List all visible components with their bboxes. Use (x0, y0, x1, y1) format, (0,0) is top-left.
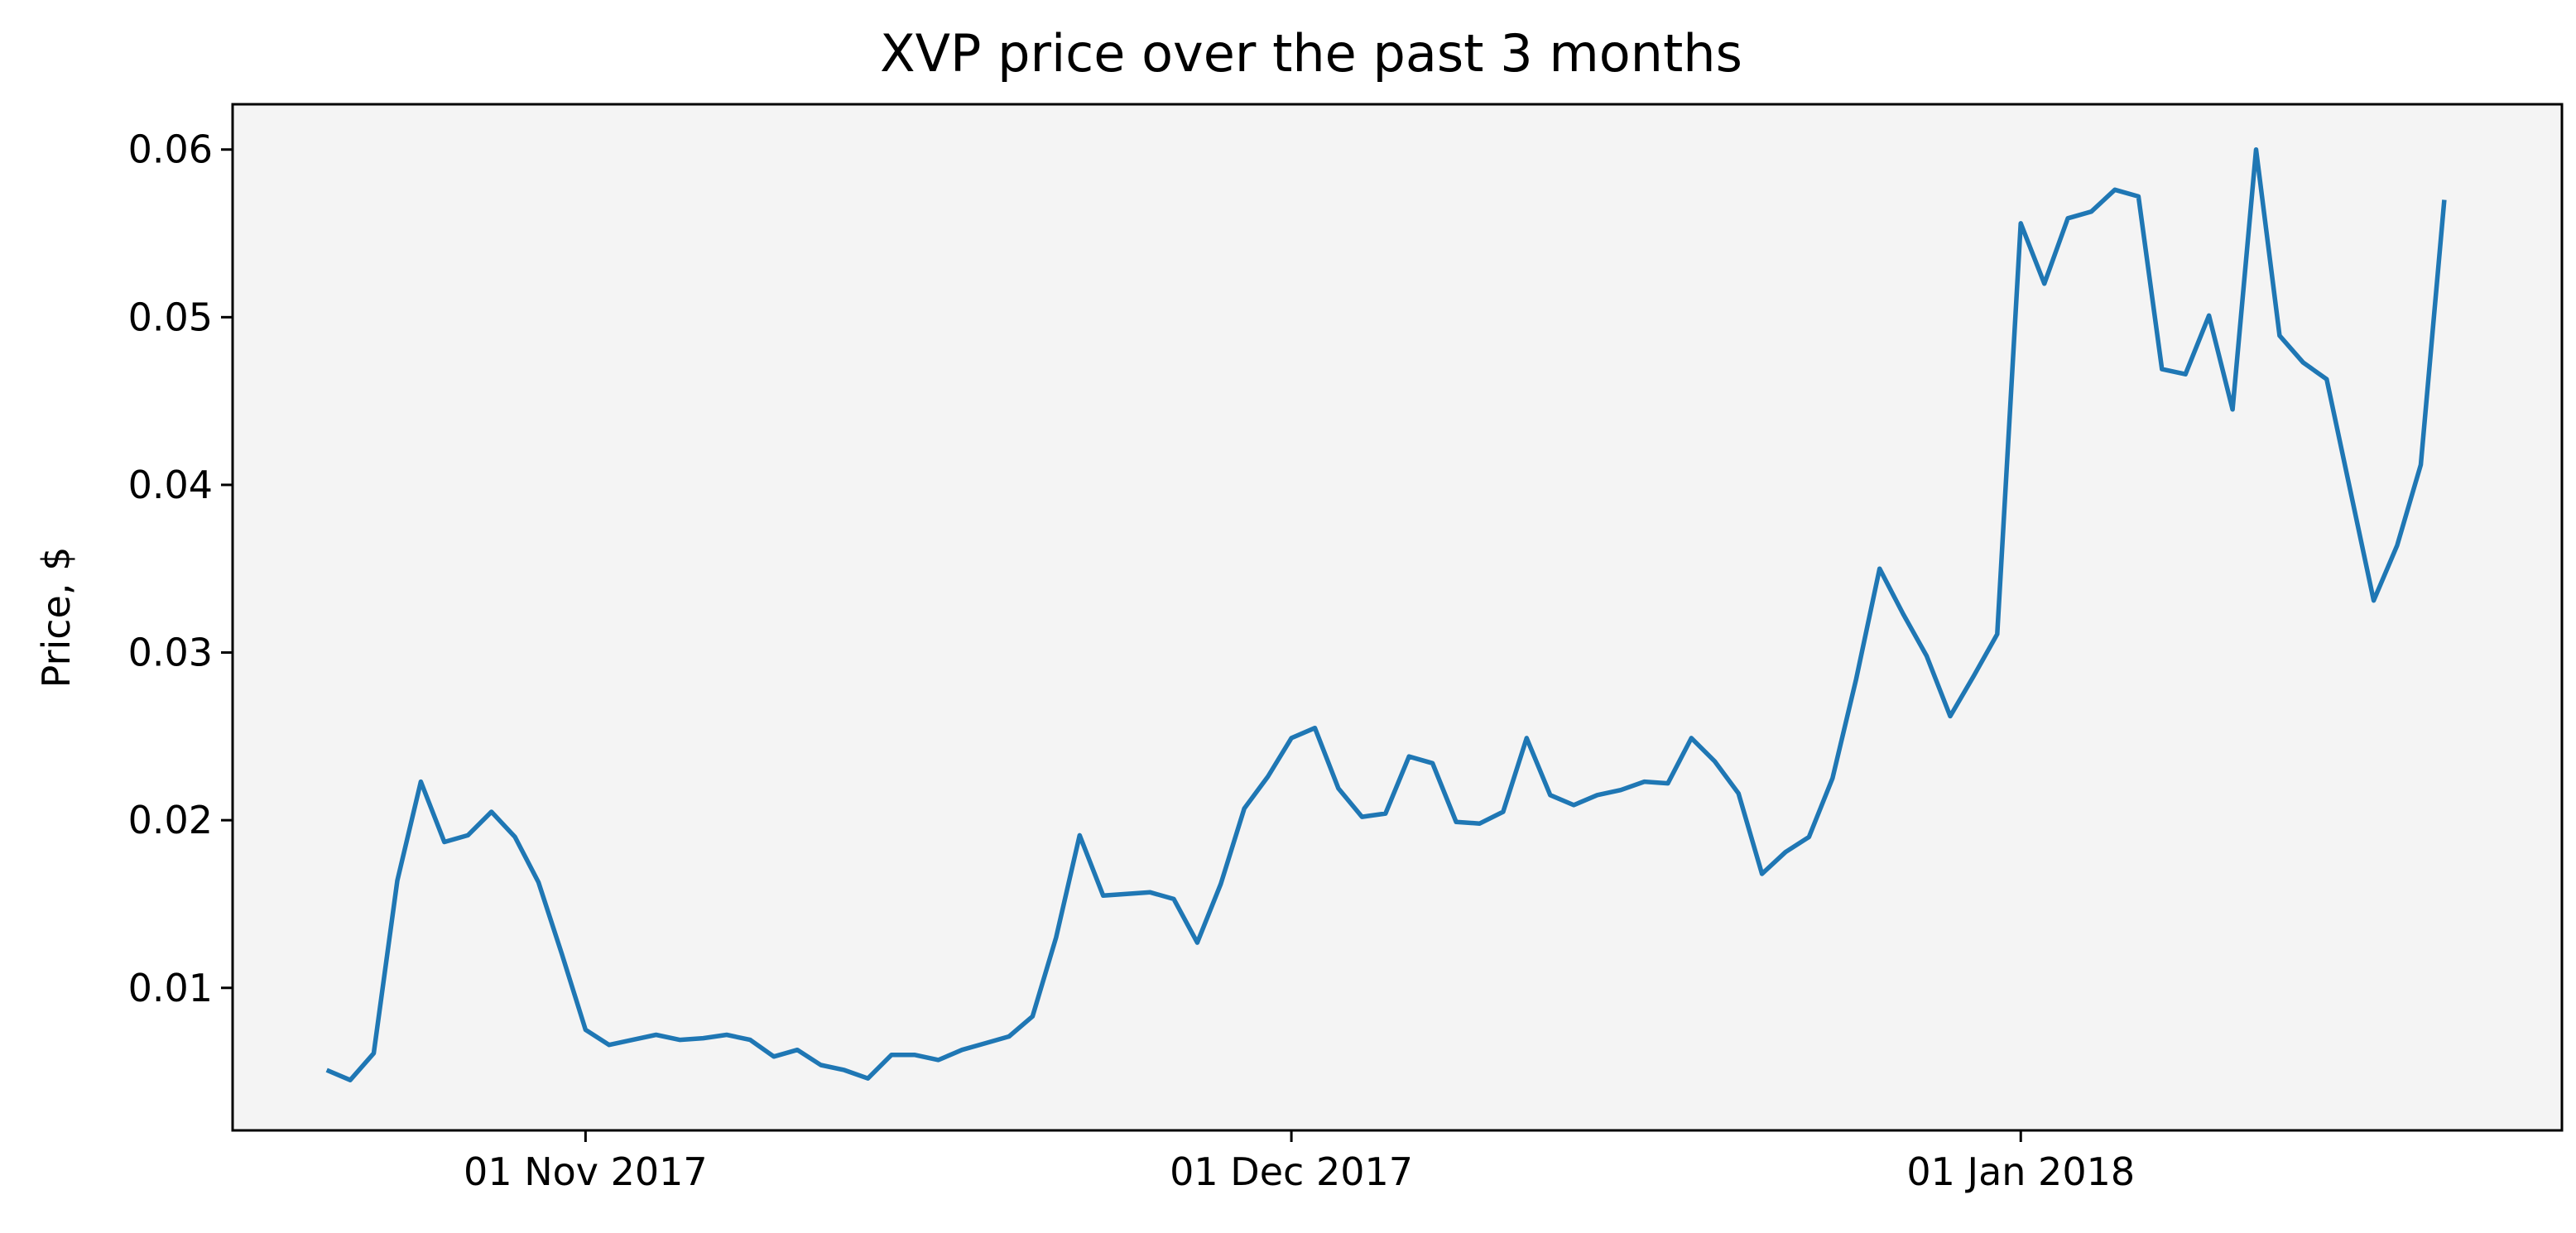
y-tick-label: 0.03 (128, 631, 213, 675)
x-axis: 01 Nov 2017 01 Dec 2017 01 Jan 2018 (464, 1130, 2135, 1194)
x-tick-label: 01 Dec 2017 (1170, 1149, 1413, 1194)
y-tick-label: 0.01 (128, 966, 213, 1010)
y-tick-label: 0.02 (128, 798, 213, 842)
series-layer (325, 146, 2447, 1082)
x-tick-label: 01 Jan 2018 (1906, 1149, 2135, 1194)
y-tick-label: 0.06 (128, 127, 213, 172)
y-tick-label: 0.04 (128, 463, 213, 507)
y-axis-label: Price, $ (34, 547, 79, 688)
series-line-1 (325, 146, 2447, 1082)
x-tick-label: 01 Nov 2017 (464, 1149, 708, 1194)
plot-area (231, 103, 2564, 1132)
y-tick-label: 0.05 (128, 295, 213, 339)
y-axis: 0.01 0.02 0.03 0.04 0.05 0.06 (128, 127, 233, 1010)
chart-title: XVP price over the past 3 months (880, 23, 1742, 84)
